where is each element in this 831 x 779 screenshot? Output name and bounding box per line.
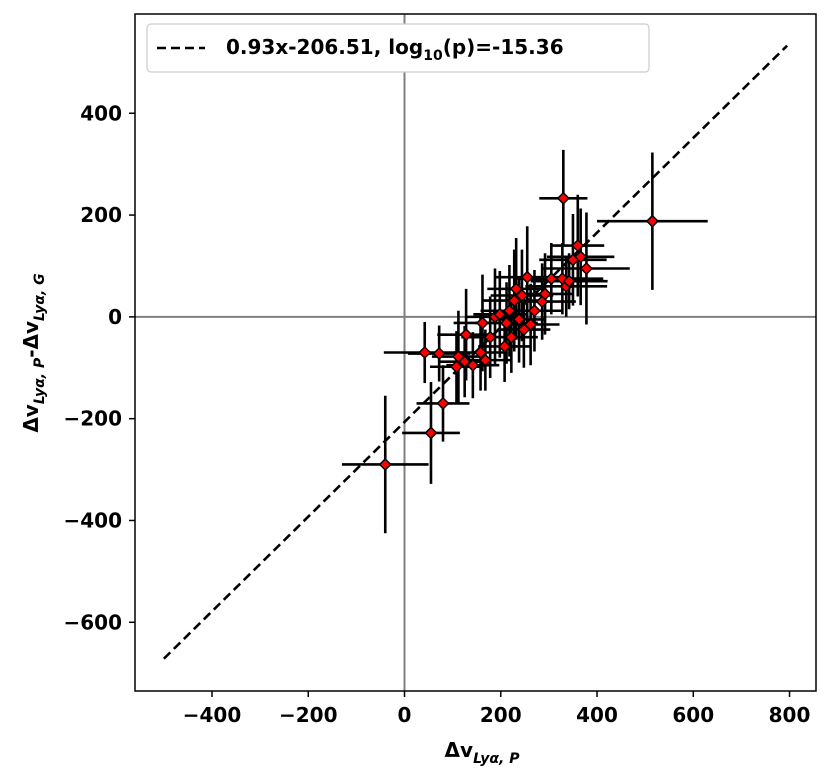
data-point [436, 396, 450, 410]
x-tick-label: 0 [398, 703, 412, 727]
legend-label-main: 0.93x-206.51, log [226, 35, 423, 59]
legend-box [146, 23, 650, 73]
data-point [645, 214, 659, 228]
legend: 0.93x-206.51, log10(p)=-15.36 [146, 23, 650, 73]
data-point [507, 294, 521, 308]
data-point [512, 312, 526, 326]
data-point [483, 330, 497, 344]
data-point [432, 346, 446, 361]
data-point [378, 457, 392, 472]
data-point [538, 287, 552, 301]
x-tick-label: 800 [769, 703, 811, 727]
y-tick-label: 0 [108, 305, 122, 329]
x-axis-ticks: −400 −200 0 200 400 600 800 [183, 691, 811, 727]
y-axis-label: ΔvLyα, P-ΔvLyα, G [19, 273, 48, 432]
y-axis-label-mid: - [19, 349, 43, 357]
x-tick-label: −400 [183, 703, 242, 727]
data-point [520, 270, 534, 284]
data-point [509, 282, 523, 296]
y-tick-label: −400 [63, 508, 122, 532]
data-point [504, 330, 518, 344]
y-axis-label-sub2: Lyα, G [32, 273, 48, 321]
data-point [475, 316, 490, 330]
data-point [562, 274, 576, 288]
data-point [502, 304, 516, 318]
data-point [493, 307, 507, 321]
data-point [449, 360, 464, 374]
y-tick-label: 400 [80, 101, 122, 125]
data-point [579, 261, 593, 276]
y-axis-ticks: 400 200 0 −200 −400 −600 [63, 101, 135, 634]
data-point [466, 358, 480, 372]
y-tick-label: −600 [63, 610, 122, 634]
data-point [544, 272, 558, 286]
y-axis-label-sub1: Lyα, P [32, 357, 48, 404]
data-point [574, 250, 588, 264]
data-point [418, 345, 432, 360]
y-axis-label-main1: Δv [19, 404, 43, 433]
data-point [478, 353, 492, 367]
y-axis-label-main2: Δv [19, 321, 43, 350]
data-point [527, 304, 542, 318]
data-point [524, 317, 538, 332]
x-axis-label-sub: Lyα, P [473, 751, 520, 767]
y-tick-label: 200 [80, 203, 122, 227]
x-axis-label: ΔvLyα, P [445, 738, 521, 767]
y-tick-label: −200 [63, 407, 122, 431]
data-points [378, 191, 659, 472]
data-point [459, 328, 473, 342]
data-point [556, 191, 570, 205]
legend-label: 0.93x-206.51, log10(p)=-15.36 [226, 35, 564, 64]
data-point [571, 239, 585, 253]
x-tick-label: −200 [279, 703, 338, 727]
data-point [499, 316, 514, 330]
data-point [498, 339, 512, 353]
x-tick-label: 400 [576, 703, 618, 727]
data-point [515, 288, 529, 303]
legend-label-end: (p)=-15.36 [443, 35, 564, 59]
data-point [424, 426, 438, 440]
x-tick-label: 200 [480, 703, 522, 727]
plot-frame [134, 13, 817, 692]
data-point [473, 345, 488, 360]
legend-label-sub: 10 [423, 48, 443, 64]
x-tick-label: 600 [672, 703, 714, 727]
x-axis-label-main: Δv [445, 738, 474, 762]
